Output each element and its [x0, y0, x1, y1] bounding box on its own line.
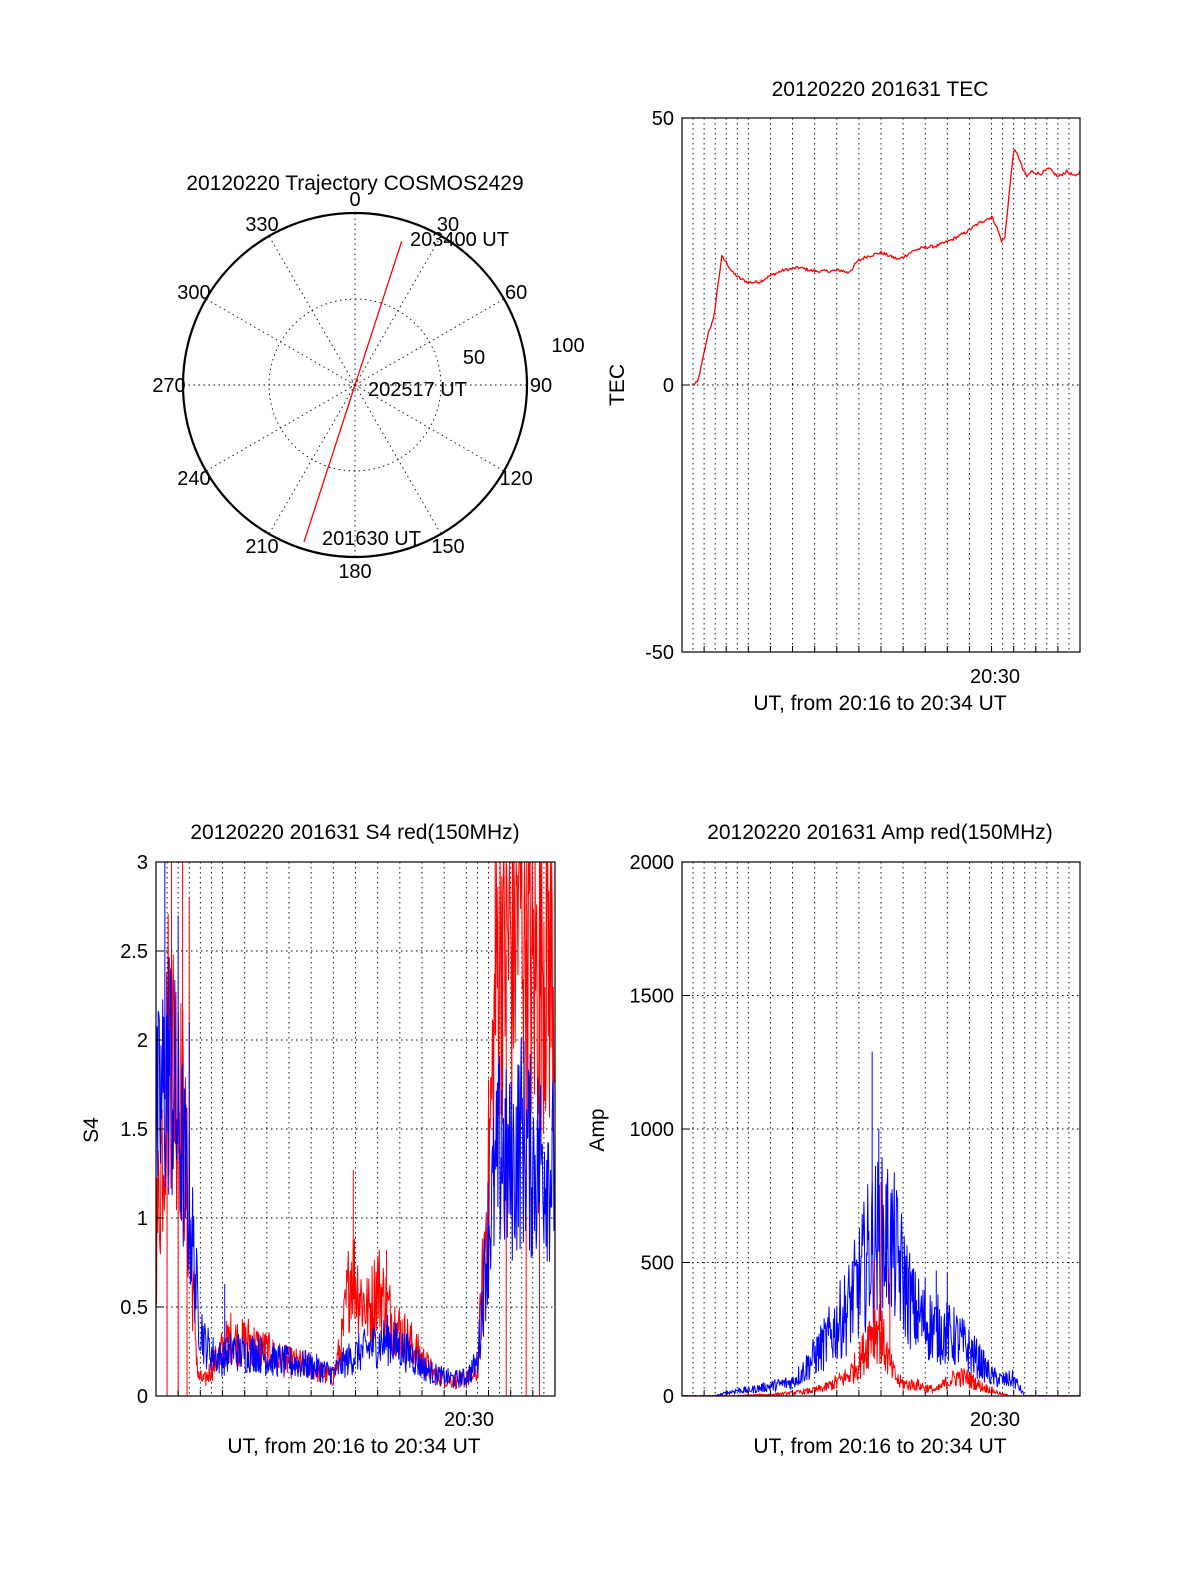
- polar-angle-label-0: 0: [349, 189, 360, 211]
- polar-angle-label-300: 300: [177, 282, 210, 304]
- polar-grid: [183, 213, 527, 557]
- s4-y-tick-label: 3: [137, 852, 148, 874]
- tec-tick-labels: -50 0 50: [645, 108, 1059, 664]
- tec-title: 20120220 201631 TEC: [772, 78, 989, 101]
- tec-y-tick-label: 0: [663, 375, 674, 397]
- s4-series-0: [155, 861, 556, 1390]
- satellite-track: [303, 240, 403, 543]
- polar-angle-label-150: 150: [431, 536, 464, 558]
- polar-angle-label-270: 270: [152, 375, 185, 397]
- polar-spoke-330: [268, 235, 356, 386]
- amp-y-tick-label: 1000: [630, 1119, 675, 1141]
- s4-y-tick-label: 1: [137, 1208, 148, 1230]
- polar-angle-label-90: 90: [530, 375, 552, 397]
- amp-title: 20120220 201631 Amp red(150MHz): [707, 821, 1053, 844]
- amp-y-tick-label: 500: [641, 1253, 674, 1275]
- polar-spoke-240: [205, 384, 356, 472]
- s4-x-tick-2030: 20:30: [444, 1409, 494, 1431]
- s4-y-tick-label: 0: [137, 1386, 148, 1408]
- track-line: [303, 240, 403, 543]
- radius-label-50: 50: [463, 347, 485, 369]
- polar-outer-ring: [181, 211, 529, 559]
- s4-tick-labels: 0 0.5 1 1.5 2 2.5 3: [120, 852, 534, 1408]
- polar-angle-label-30: 30: [437, 214, 459, 236]
- polar-spoke-30: [354, 235, 442, 386]
- s4-y-tick-label: 0.5: [120, 1297, 148, 1319]
- tec-x-axis-label: UT, from 20:16 to 20:34 UT: [753, 692, 1006, 715]
- s4-y-axis-label: S4: [80, 1117, 103, 1143]
- polar-spoke-150: [354, 384, 442, 535]
- s4-series: [155, 861, 556, 1396]
- tec-gridlines: [682, 118, 1080, 652]
- polar-angle-label-240: 240: [177, 468, 210, 490]
- polar-angle-labels: 0 30 60 90 120 150 180 210 240 270 300 330: [152, 189, 552, 583]
- polar-angle-label-120: 120: [499, 468, 532, 490]
- tec-x-tick-2030: 20:30: [970, 666, 1020, 688]
- tec-y-tick-label: 50: [652, 108, 674, 130]
- amp-y-axis-label: Amp: [586, 1108, 609, 1151]
- amp-plot: 20120220 201631 Amp red(150MHz) 0 500 1000…: [586, 821, 1081, 1458]
- amp-y-tick-label: 0: [663, 1386, 674, 1408]
- amp-y-tick-label: 1500: [630, 986, 675, 1008]
- s4-series-1: [155, 957, 556, 1388]
- polar-center: [350, 380, 360, 390]
- tec-plot: 20120220 201631 TEC -50 0 50 20:30 UT, fro…: [606, 78, 1081, 715]
- tec-series-0: [692, 149, 1081, 386]
- radius-label-100: 100: [551, 335, 584, 357]
- s4-title: 20120220 201631 S4 red(150MHz): [190, 821, 519, 844]
- s4-y-tick-label: 2.5: [120, 941, 148, 963]
- tec-y-axis-label: TEC: [606, 364, 629, 406]
- s4-y-tick-label: 2: [137, 1030, 148, 1052]
- polar-angle-label-210: 210: [245, 536, 278, 558]
- trajectory-title: 20120220 Trajectory COSMOS2429: [186, 172, 523, 195]
- polar-spoke-60: [354, 298, 505, 386]
- amp-series: [681, 1051, 1081, 1397]
- track-start-label: 201630 UT: [322, 528, 421, 550]
- amp-x-tick-2030: 20:30: [970, 1409, 1020, 1431]
- amp-x-axis-label: UT, from 20:16 to 20:34 UT: [753, 1435, 1006, 1458]
- polar-angle-label-330: 330: [245, 214, 278, 236]
- amp-tick-labels: 0 500 1000 1500 2000: [630, 852, 1059, 1408]
- track-end-label: 203400 UT: [410, 229, 509, 251]
- amp-y-tick-label: 2000: [630, 852, 675, 874]
- track-mid-label: 202517 UT: [368, 379, 467, 401]
- trajectory-polar-plot: 20120220 Trajectory COSMOS2429 0 30 60 90 12…: [152, 172, 584, 583]
- tec-series: [692, 149, 1081, 386]
- polar-spoke-300: [205, 298, 356, 386]
- polar-spoke-120: [354, 384, 505, 472]
- polar-spoke-210: [268, 384, 356, 535]
- polar-angle-label-60: 60: [505, 282, 527, 304]
- s4-x-axis-label: UT, from 20:16 to 20:34 UT: [227, 1435, 480, 1458]
- tec-y-tick-label: -50: [645, 642, 674, 664]
- polar-angle-label-180: 180: [338, 561, 371, 583]
- s4-y-tick-label: 1.5: [120, 1119, 148, 1141]
- s4-plot: 20120220 201631 S4 red(150MHz) 0 0.5 1 1.5 2…: [80, 821, 556, 1458]
